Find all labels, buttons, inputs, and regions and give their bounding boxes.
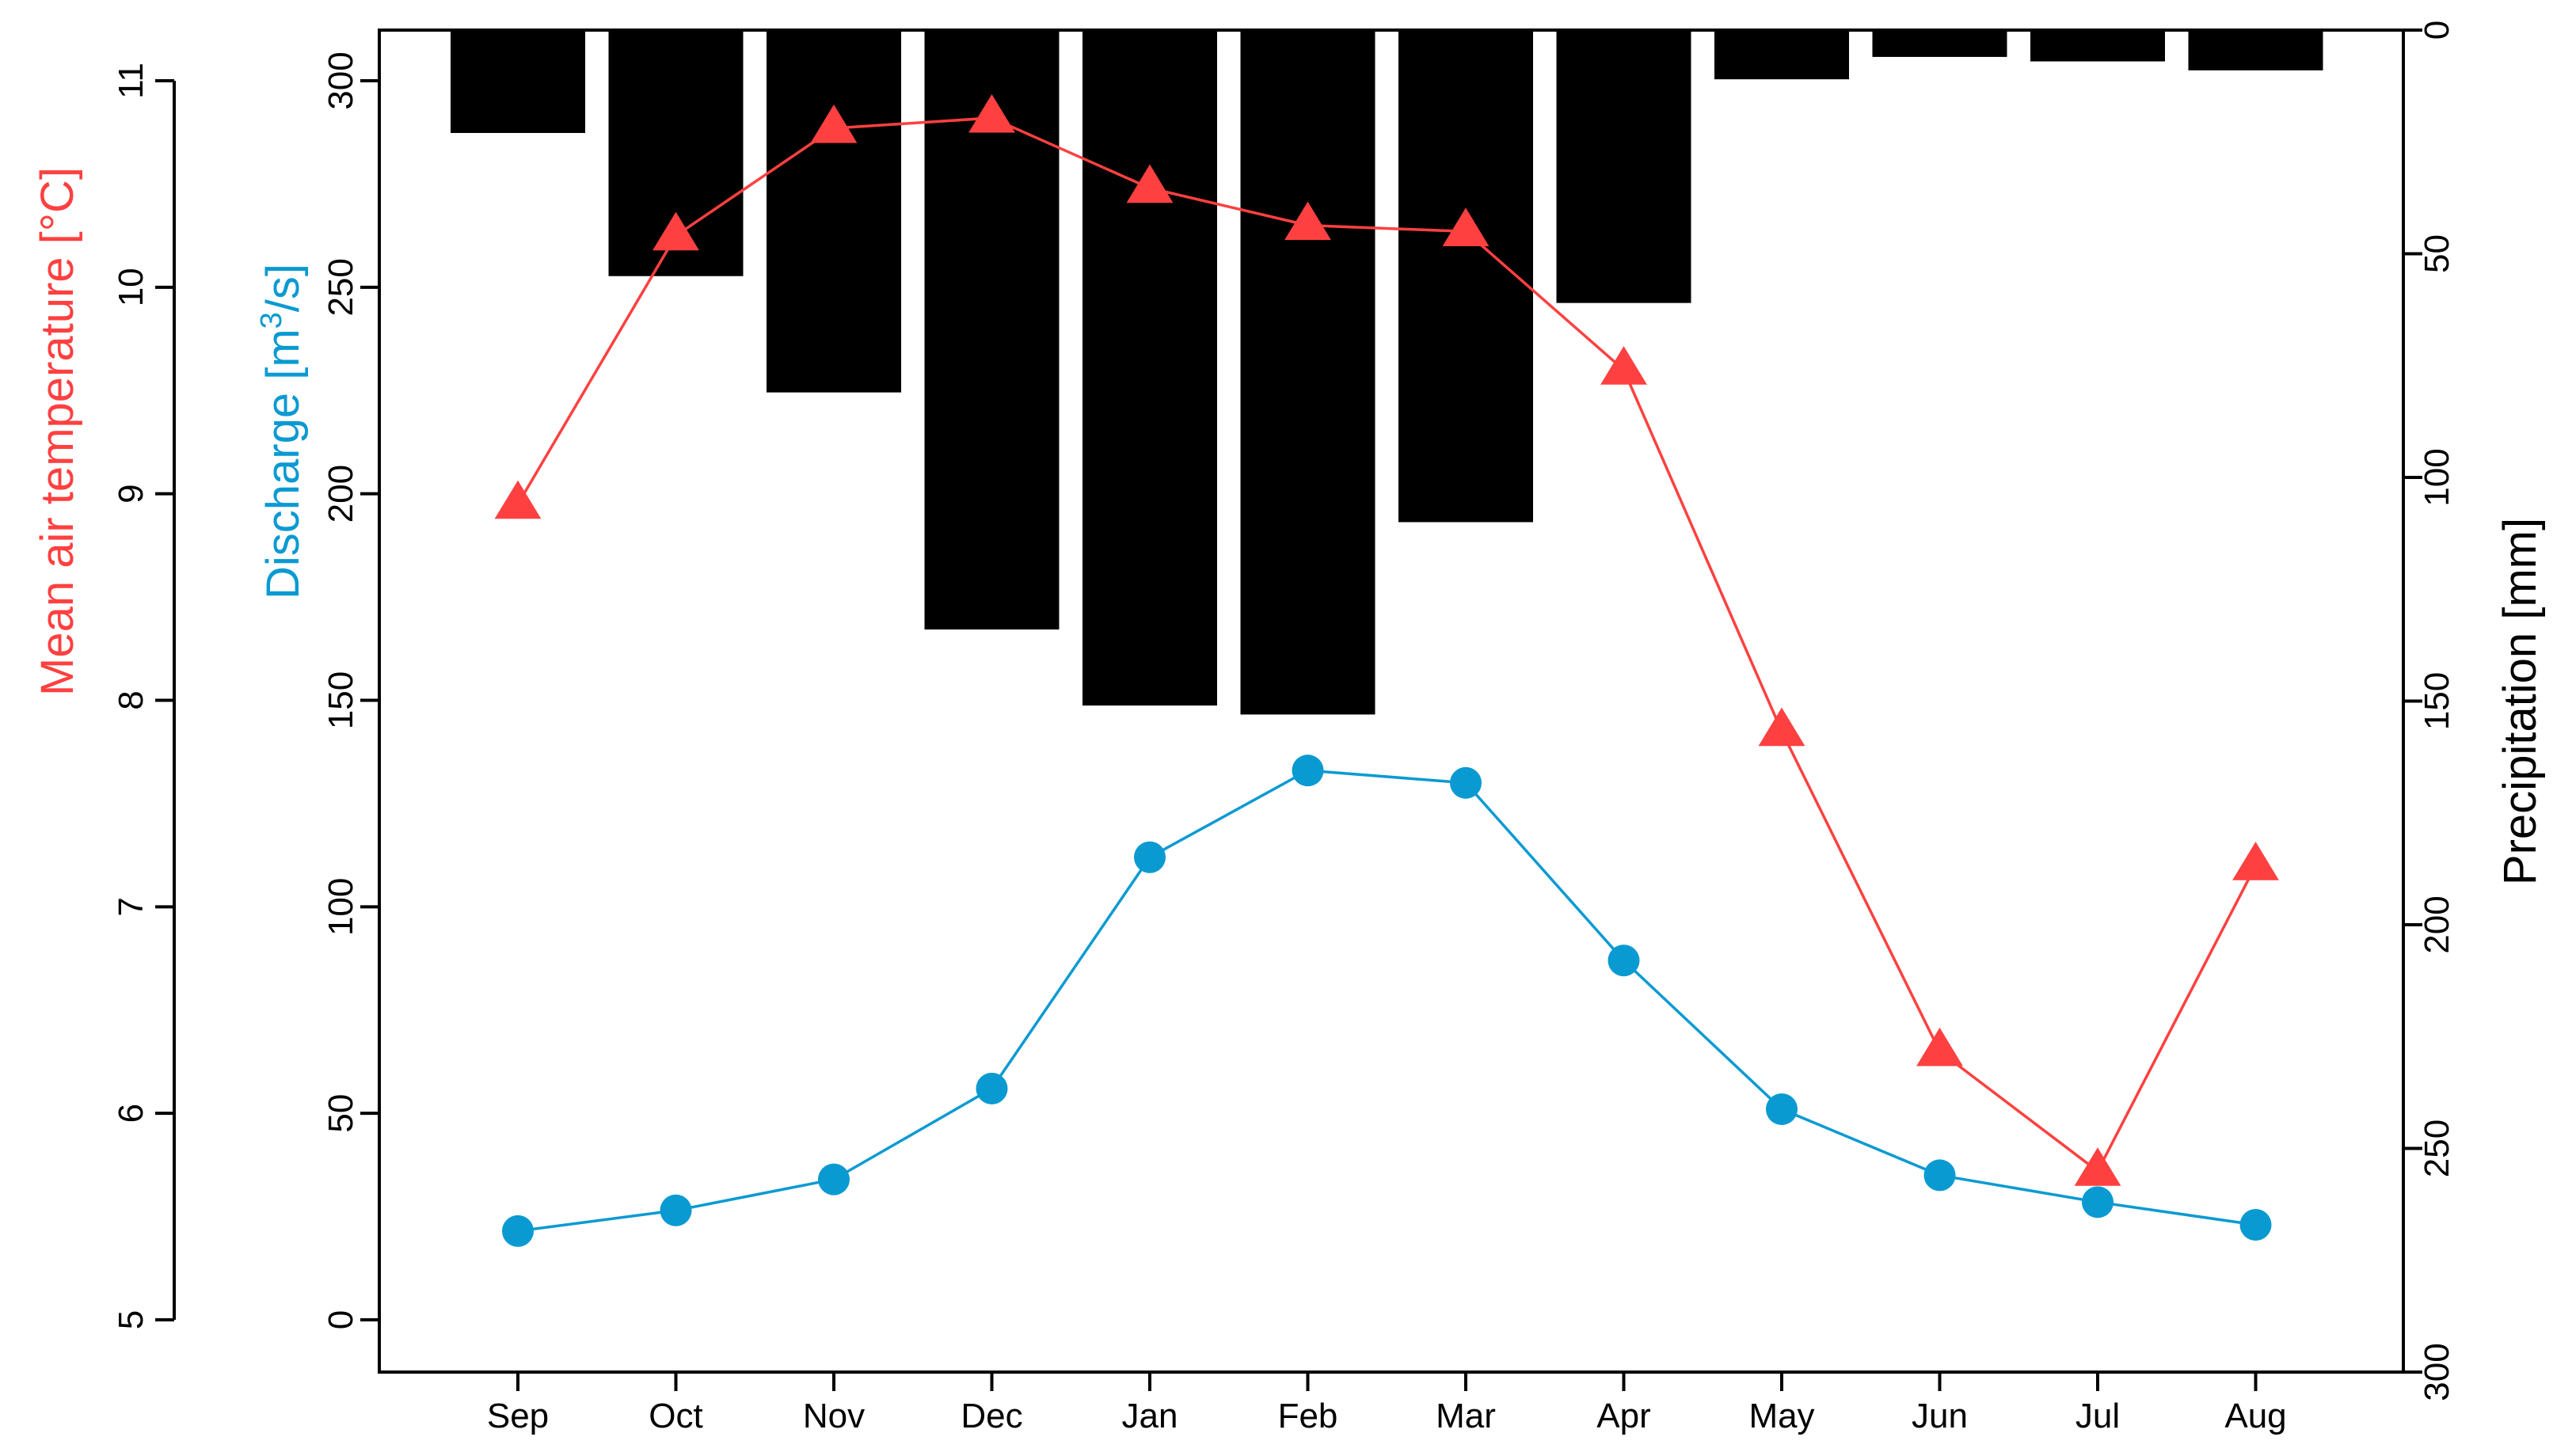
precipitation-bar-mar xyxy=(1398,30,1533,523)
month-label-jun: Jun xyxy=(1912,1397,1968,1435)
discharge-point-feb xyxy=(1292,755,1324,787)
discharge-point-dec xyxy=(976,1072,1008,1104)
temperature-tick-label: 7 xyxy=(112,897,150,916)
discharge-point-jan xyxy=(1134,841,1166,873)
series-lines xyxy=(494,93,2279,1247)
discharge-line xyxy=(517,769,2256,1233)
temperature-line xyxy=(516,116,2258,1173)
temperature-tick-label: 9 xyxy=(112,484,150,503)
temperature-point-jan xyxy=(1126,164,1174,203)
month-label-jul: Jul xyxy=(2076,1397,2120,1435)
temperature-point-feb xyxy=(1284,201,1331,241)
temperature-tick-label: 8 xyxy=(112,690,150,709)
precipitation-bar-jan xyxy=(1082,30,1217,706)
precipitation-tick-label: 100 xyxy=(2418,448,2456,506)
discharge-point-sep xyxy=(502,1215,534,1247)
precipitation-tick-label: 300 xyxy=(2418,1343,2456,1401)
precipitation-bar-jun xyxy=(1872,30,2007,57)
temperature-point-dec xyxy=(968,93,1015,133)
precipitation-bar-jul xyxy=(2030,30,2165,62)
temperature-point-nov xyxy=(810,104,858,143)
precipitation-tick-label: 150 xyxy=(2418,672,2456,730)
discharge-point-apr xyxy=(1608,945,1640,977)
month-label-aug: Aug xyxy=(2224,1397,2286,1435)
discharge-point-jun xyxy=(1923,1159,1956,1192)
temperature-tick-label: 11 xyxy=(112,63,150,99)
month-label-sep: Sep xyxy=(487,1397,549,1435)
temperature-tick-label: 10 xyxy=(112,268,150,306)
temperature-point-jun xyxy=(1916,1027,1963,1066)
discharge-tick-label: 150 xyxy=(322,671,360,729)
precipitation-bar-sep xyxy=(451,30,585,133)
month-label-dec: Dec xyxy=(961,1397,1022,1435)
discharge-point-aug xyxy=(2239,1209,2272,1241)
month-label-oct: Oct xyxy=(649,1397,702,1435)
temperature-axis-title: Mean air temperature [°C] xyxy=(32,167,83,696)
precipitation-bar-aug xyxy=(2188,30,2323,70)
discharge-tick-label: 50 xyxy=(322,1094,360,1133)
temperature-point-oct xyxy=(653,211,699,251)
precipitation-bar-apr xyxy=(1556,30,1691,303)
discharge-point-mar xyxy=(1450,766,1482,799)
discharge-tick-label: 0 xyxy=(322,1310,360,1329)
discharge-tick-label: 300 xyxy=(322,51,360,109)
precipitation-bar-may xyxy=(1714,30,1849,80)
precipitation-bar-feb xyxy=(1240,30,1375,715)
precipitation-axis-title: Precipitation [mm] xyxy=(2494,518,2546,885)
month-label-jan: Jan xyxy=(1122,1397,1178,1435)
discharge-tick-label: 200 xyxy=(322,465,360,523)
month-label-nov: Nov xyxy=(803,1397,865,1435)
discharge-point-oct xyxy=(660,1194,692,1226)
temperature-tick-label: 6 xyxy=(112,1104,150,1123)
month-label-feb: Feb xyxy=(1278,1397,1338,1435)
temperature-point-jul xyxy=(2074,1147,2121,1186)
discharge-tick-label: 250 xyxy=(322,258,360,316)
temperature-tick-label: 5 xyxy=(112,1310,150,1329)
month-label-apr: Apr xyxy=(1596,1397,1650,1435)
temperature-point-aug xyxy=(2232,842,2279,880)
temperature-point-sep xyxy=(494,480,542,519)
month-label-mar: Mar xyxy=(1436,1397,1496,1435)
discharge-point-jul xyxy=(2082,1186,2114,1218)
precipitation-tick-label: 0 xyxy=(2418,21,2456,40)
precipitation-tick-label: 250 xyxy=(2418,1120,2456,1177)
temperature-point-mar xyxy=(1442,207,1490,247)
discharge-axis-title: Discharge [m3/s] xyxy=(255,264,309,599)
axes: 5 6 7 8 9 10 11 0 50 100 150 200 250 300 0 50 100 150 200 2… xyxy=(112,21,2456,1435)
temperature-point-may xyxy=(1758,707,1805,747)
discharge-point-may xyxy=(1766,1093,1798,1125)
discharge-tick-label: 100 xyxy=(322,878,360,936)
discharge-point-nov xyxy=(818,1163,850,1196)
month-label-may: May xyxy=(1748,1397,1814,1435)
precipitation-bar-nov xyxy=(767,30,901,393)
precipitation-bars xyxy=(451,30,2323,715)
precipitation-tick-label: 50 xyxy=(2418,234,2456,273)
precipitation-tick-label: 200 xyxy=(2418,895,2456,953)
temperature-point-apr xyxy=(1600,346,1647,385)
